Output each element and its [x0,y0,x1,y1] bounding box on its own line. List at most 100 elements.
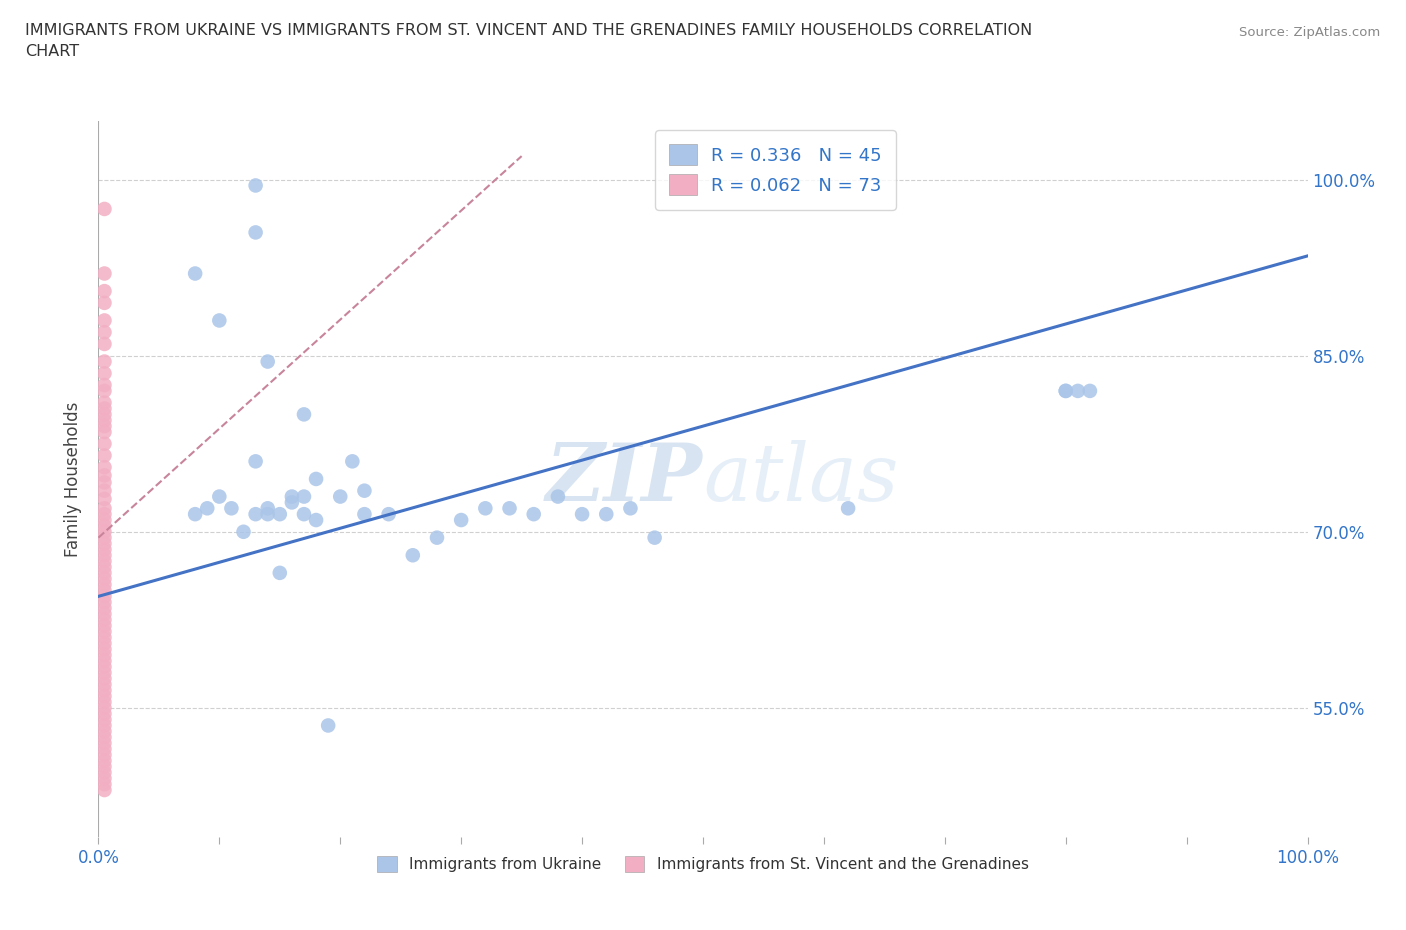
Point [93,313,115,328]
Point [93,748,115,763]
Point [93,354,115,369]
Point [93,468,115,483]
Point [93,683,115,698]
Point [93,365,115,380]
Point [329,489,352,504]
Point [93,553,115,568]
Point [184,266,207,281]
Point [353,507,375,522]
Point [426,530,449,545]
Point [256,507,278,522]
Point [269,565,291,580]
Point [1054,383,1077,398]
Point [93,771,115,786]
Point [523,507,546,522]
Point [93,512,115,527]
Point [93,659,115,674]
Point [93,284,115,299]
Point [93,730,115,745]
Point [93,777,115,791]
Point [93,536,115,551]
Point [93,484,115,498]
Point [93,677,115,692]
Point [93,571,115,586]
Point [93,548,115,563]
Point [93,560,115,575]
Point [402,548,425,563]
Point [93,448,115,463]
Y-axis label: Family Households: Family Households [65,401,83,557]
Point [93,689,115,704]
Point [292,489,315,504]
Point [93,296,115,311]
Point [316,718,339,733]
Point [93,565,115,580]
Point [245,507,267,522]
Point [93,401,115,416]
Point [93,671,115,686]
Point [93,759,115,774]
Text: ZIP: ZIP [546,440,703,518]
Point [93,695,115,710]
Point [450,512,472,527]
Point [93,491,115,506]
Point [208,313,231,328]
Point [93,542,115,557]
Point [342,454,364,469]
Point [93,525,115,539]
Point [498,501,520,516]
Point [195,501,218,516]
Point [93,601,115,616]
Point [245,225,267,240]
Text: atlas: atlas [703,440,898,518]
Point [1078,383,1101,398]
Point [281,489,304,504]
Point [245,454,267,469]
Point [93,459,115,474]
Point [595,507,617,522]
Point [837,501,859,516]
Point [93,578,115,592]
Point [93,700,115,715]
Point [93,642,115,657]
Point [93,706,115,721]
Point [1054,383,1077,398]
Point [93,654,115,669]
Point [93,436,115,451]
Point [93,395,115,410]
Point [93,630,115,644]
Point [93,736,115,751]
Point [93,624,115,639]
Point [93,741,115,756]
Point [269,507,291,522]
Point [93,606,115,621]
Point [93,407,115,422]
Point [93,337,115,352]
Point [292,407,315,422]
Point [292,507,315,522]
Legend: Immigrants from Ukraine, Immigrants from St. Vincent and the Grenadines: Immigrants from Ukraine, Immigrants from… [370,848,1036,880]
Point [93,612,115,627]
Point [93,636,115,651]
Point [93,266,115,281]
Point [221,501,243,516]
Point [93,378,115,392]
Point [93,518,115,533]
Point [93,712,115,727]
Point [256,354,278,369]
Point [93,501,115,516]
Point [245,178,267,193]
Point [281,495,304,510]
Text: IMMIGRANTS FROM UKRAINE VS IMMIGRANTS FROM ST. VINCENT AND THE GRENADINES FAMILY: IMMIGRANTS FROM UKRAINE VS IMMIGRANTS FR… [25,23,1032,60]
Point [93,647,115,662]
Point [93,507,115,522]
Point [305,512,328,527]
Point [93,413,115,428]
Point [93,783,115,798]
Point [93,718,115,733]
Text: Source: ZipAtlas.com: Source: ZipAtlas.com [1240,26,1381,39]
Point [208,489,231,504]
Point [93,383,115,398]
Point [93,583,115,598]
Point [93,475,115,490]
